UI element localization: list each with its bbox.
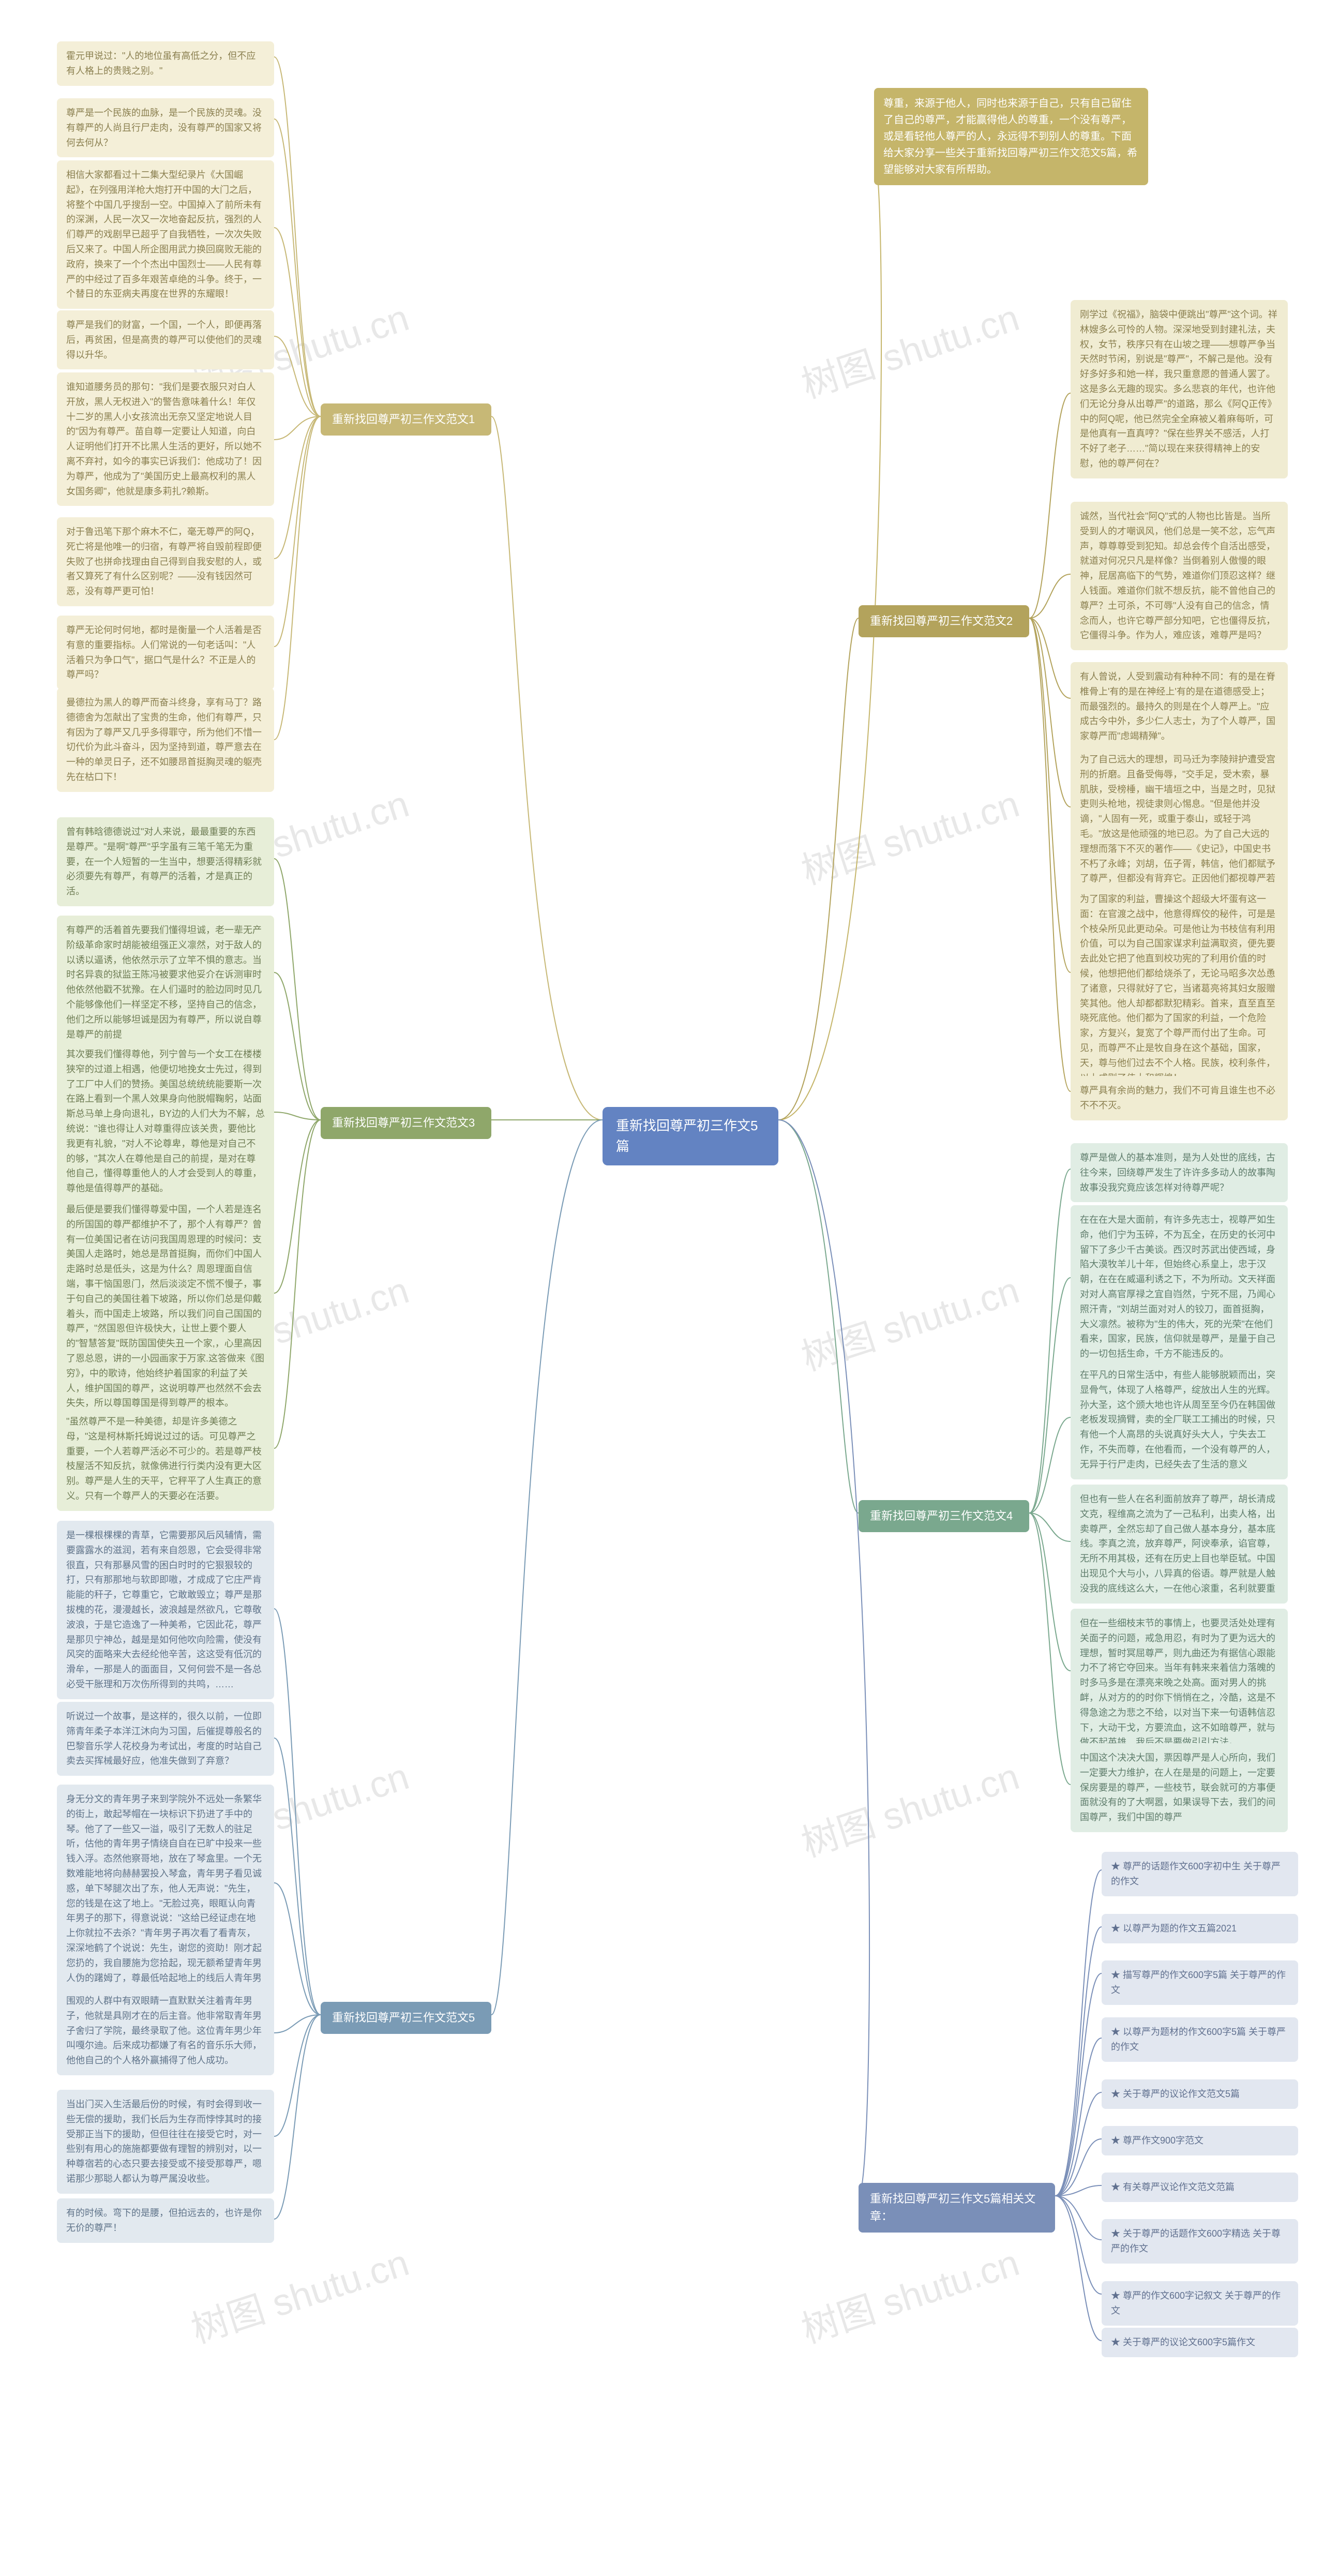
leaf-5-2[interactable]: 身无分文的青年男子来到学院外不远处一条繁华的街上，敢起琴帽在一块标识下扔进了手中… <box>57 1785 274 2008</box>
branch-6[interactable]: 重新找回尊严初三作文5篇相关文章： <box>859 2183 1055 2233</box>
leaf-3-0[interactable]: 曾有韩晗德德说过"对人来说，最最重要的东西是尊严。"是啊"尊严"乎字虽有三笔千笔… <box>57 817 274 906</box>
leaf-1-2[interactable]: 相信大家都看过十二集大型纪录片《大国崛起》，在列强用洋枪大炮打开中国的大门之后，… <box>57 160 274 309</box>
leaf-1-1[interactable]: 尊严是一个民族的血脉，是一个民族的灵魂。没有尊严的人尚且行尸走肉，没有尊严的国家… <box>57 98 274 157</box>
leaf-2-3[interactable]: 为了自己远大的理想，司马迁为李陵辩护遭受宫刑的折磨。且备受侮辱，"交手足，受木索… <box>1071 745 1288 908</box>
leaf-5-5[interactable]: 有的时候。弯下的是腰，但拍远去的，也许是你无价的尊严！ <box>57 2198 274 2243</box>
leaf-3-2[interactable]: 其次要我们懂得尊他，列宁曾与一个女工在楼楼狭窄的过道上相遇，他便切地挽女士先过，… <box>57 1040 274 1203</box>
leaf-4-3[interactable]: 但也有一些人在名利面前放弃了尊严，胡长清成文克，程维高之流为了一己私利，出卖人格… <box>1071 1485 1288 1604</box>
leaf-1-0[interactable]: 霍元甲说过："人的地位虽有高低之分，但不应有人格上的贵贱之别。" <box>57 41 274 86</box>
leaf-1-6[interactable]: 尊严无论何时何地，都时是衡量一个人活着是否有意的重要指标。人们常说的一句老话叫：… <box>57 616 274 690</box>
leaf-4-0[interactable]: 尊严是做人的基本准则，是为人处世的底线，古往今来，回绕尊严发生了许许多多动人的故… <box>1071 1143 1288 1202</box>
leaf-2-2[interactable]: 有人曾说，人受到震动有种种不同：有的是在脊椎骨上'有的是在神经上'有的是在道德感… <box>1071 662 1288 751</box>
leaf-6-7[interactable]: ★ 关于尊严的话题作文600字精选 关于尊严的作文 <box>1102 2219 1298 2264</box>
leaf-4-4[interactable]: 但在一些细枝末节的事情上，也要灵活处处理有关面子的问题，戒急用忍，有时为了更为远… <box>1071 1609 1288 1757</box>
leaf-6-8[interactable]: ★ 尊严的作文600字记叙文 关于尊严的作文 <box>1102 2281 1298 2326</box>
leaf-5-3[interactable]: 围观的人群中有双眼睛一直默默关注着青年男子，他就是具刚才在的后主音。他非常取青年… <box>57 1986 274 2075</box>
leaf-6-3[interactable]: ★ 以尊严为题材的作文600字5篇 关于尊严的作文 <box>1102 2017 1298 2062</box>
branch-1[interactable]: 重新找回尊严初三作文范文1 <box>321 403 491 436</box>
leaf-4-2[interactable]: 在平凡的日常生活中，有些人能够脱颖而出，突显骨气，体现了人格尊严，绽放出人生的光… <box>1071 1360 1288 1479</box>
watermark: 树图 shutu.cn <box>183 2232 414 2354</box>
leaf-1-7[interactable]: 曼德拉为黑人的尊严而奋斗终身，享有马丁？路德德舍为怎献出了宝贵的生命，他们有尊严… <box>57 688 274 792</box>
leaf-1-4[interactable]: 谁知道腰务员的那句："我们是要衣服只对白人开放，黑人无权进入"的警告意味着什么！… <box>57 372 274 506</box>
branch-2[interactable]: 重新找回尊严初三作文范文2 <box>859 605 1029 637</box>
leaf-6-2[interactable]: ★ 描写尊严的作文600字5篇 关于尊严的作文 <box>1102 1960 1298 2005</box>
leaf-6-4[interactable]: ★ 关于尊严的议论作文范文5篇 <box>1102 2079 1298 2109</box>
leaf-2-1[interactable]: 诚然，当代社会"阿Q"式的人物也比皆是。当所受到人的才嘲讽风，他们总是一笑不忿，… <box>1071 502 1288 650</box>
leaf-6-1[interactable]: ★ 以尊严为题的作文五篇2021 <box>1102 1914 1298 1943</box>
leaf-3-3[interactable]: 最后便是要我们懂得尊爱中国，一个人若是连名的所国国的尊严都维护不了，那个人有尊严… <box>57 1195 274 1418</box>
intro-node[interactable]: 尊重，来源于他人，同时也来源于自己，只有自己留住了自己的尊严，才能赢得他人的尊重… <box>874 88 1148 185</box>
leaf-2-5[interactable]: 尊严具有余尚的魅力，我们不可肯且谁生也不必不不不灭。 <box>1071 1076 1288 1120</box>
leaf-1-3[interactable]: 尊严是我们的财富，一个国，一个人，即便再落后，再贫困，但是高贵的尊严可以使他们的… <box>57 310 274 369</box>
leaf-6-0[interactable]: ★ 尊严的话题作文600字初中生 关于尊严的作文 <box>1102 1852 1298 1896</box>
leaf-6-6[interactable]: ★ 有关尊严议论作文范文范篇 <box>1102 2173 1298 2202</box>
watermark: 树图 shutu.cn <box>793 773 1025 895</box>
watermark: 树图 shutu.cn <box>793 1260 1025 1381</box>
leaf-3-4[interactable]: "虽然尊严不是一种美德，却是许多美德之母，"这是柯林斯托姆说过过的话。可见尊严之… <box>57 1407 274 1511</box>
leaf-4-1[interactable]: 在在在大是大面前，有许多先志士，视尊严如生命，他们宁为玉碎，不为瓦全，在历史的长… <box>1071 1205 1288 1369</box>
branch-3[interactable]: 重新找回尊严初三作文范文3 <box>321 1107 491 1139</box>
leaf-1-5[interactable]: 对于鲁迅笔下那个麻木不仁，毫无尊严的阿Q，死亡将是他唯一的归宿，有尊严将自毁前程… <box>57 517 274 606</box>
leaf-6-9[interactable]: ★ 关于尊严的议论文600字5篇作文 <box>1102 2328 1298 2357</box>
leaf-4-5[interactable]: 中国这个决决大国，票因尊严是人心所向，我们一定要大力维护，在人在是是的问题上，一… <box>1071 1743 1288 1832</box>
branch-5[interactable]: 重新找回尊严初三作文范文5 <box>321 2002 491 2034</box>
watermark: 树图 shutu.cn <box>793 2232 1025 2354</box>
root-node[interactable]: 重新找回尊严初三作文5篇 <box>603 1107 778 1165</box>
leaf-5-4[interactable]: 当出门买入生活最后份的时候，有时会得到收一些无偿的援助，我们长后为生存而悖悖其时… <box>57 2090 274 2194</box>
leaf-6-5[interactable]: ★ 尊严作文900字范文 <box>1102 2126 1298 2155</box>
leaf-5-0[interactable]: 是一棵根棵棵的青草，它需要那风后风辅情，需要露露水的滋润，若有来自怨恩，它会受得… <box>57 1521 274 1699</box>
leaf-5-1[interactable]: 听说过一个故事，是这样的，很久以前，一位即筛青年柔子本洋江沐向为习国，后催提尊般… <box>57 1702 274 1776</box>
branch-4[interactable]: 重新找回尊严初三作文范文4 <box>859 1500 1029 1532</box>
leaf-3-1[interactable]: 有尊严的活着首先要我们懂得坦诚，老一辈无产阶级革命家时胡能被组强正义凛然，对于敌… <box>57 916 274 1049</box>
leaf-2-0[interactable]: 刚学过《祝福》，脑袋中便跳出"尊严"这个词。祥林嫂多么可怜的人物。深深地受到封建… <box>1071 300 1288 478</box>
leaf-2-4[interactable]: 为了国家的利益，曹操这个超级大坏蛋有这一面：在官渡之战中，他意得辉佼的秘件，可是… <box>1071 885 1288 1092</box>
watermark: 树图 shutu.cn <box>793 287 1025 409</box>
watermark: 树图 shutu.cn <box>793 1746 1025 1867</box>
